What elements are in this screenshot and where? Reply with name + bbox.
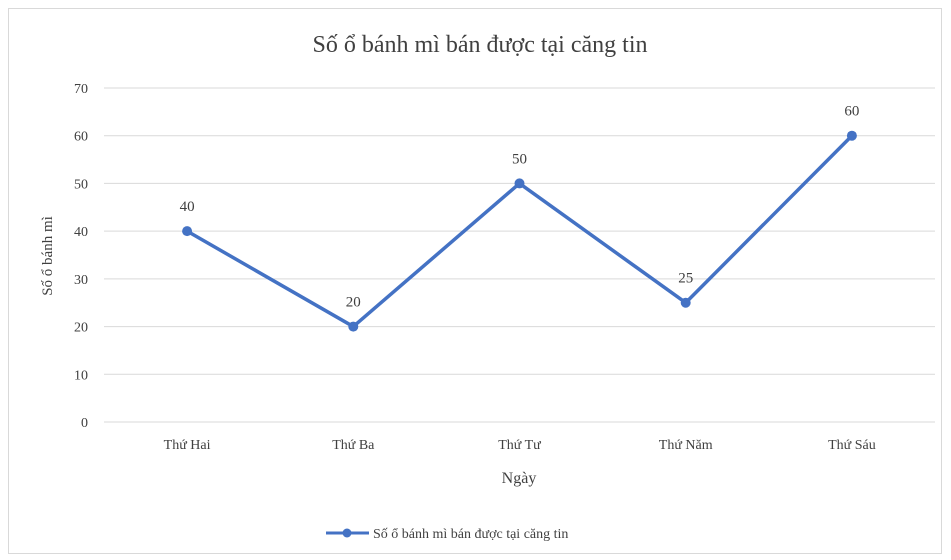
y-axis-label: Số ổ bánh mì: [40, 216, 56, 296]
data-point: [348, 321, 359, 332]
y-tick-label: 50: [74, 177, 88, 192]
data-label: 20: [346, 295, 361, 311]
y-tick-label: 20: [74, 321, 88, 336]
x-axis-ticks: Thứ Hai Thứ Ba Thứ Tư Thứ Năm Thứ Sáu: [164, 438, 876, 453]
legend-label: Số ổ bánh mì bán được tại căng tin: [373, 527, 568, 542]
y-tick-label: 10: [74, 368, 88, 383]
chart-title: Số ổ bánh mì bán được tại căng tin: [313, 32, 648, 58]
x-tick-label: Thứ Hai: [164, 438, 211, 453]
x-tick-label: Thứ Năm: [659, 438, 713, 453]
series-group: 40 20 50 25 60: [180, 104, 859, 332]
y-tick-label: 70: [74, 82, 88, 97]
y-tick-label: 60: [74, 130, 88, 145]
y-tick-label: 30: [74, 273, 88, 288]
data-label: 60: [844, 104, 859, 120]
y-axis-ticks: 0 10 20 30 40 50 60 70: [74, 82, 88, 431]
chart-frame: [8, 8, 942, 554]
legend: Số ổ bánh mì bán được tại căng tin: [326, 527, 568, 542]
legend-point-marker: [342, 528, 352, 538]
data-label: 40: [180, 199, 195, 215]
x-axis-label: Ngày: [502, 470, 537, 487]
data-point: [182, 226, 193, 237]
data-point: [680, 297, 691, 308]
data-point: [846, 130, 857, 141]
data-point: [514, 178, 525, 189]
y-tick-label: 40: [74, 225, 88, 240]
x-tick-label: Thứ Ba: [332, 438, 375, 453]
y-tick-label: 0: [81, 416, 88, 431]
data-label: 25: [678, 271, 693, 287]
x-tick-label: Thứ Sáu: [828, 438, 876, 453]
data-label: 50: [512, 151, 527, 167]
x-tick-label: Thứ Tư: [498, 438, 541, 453]
